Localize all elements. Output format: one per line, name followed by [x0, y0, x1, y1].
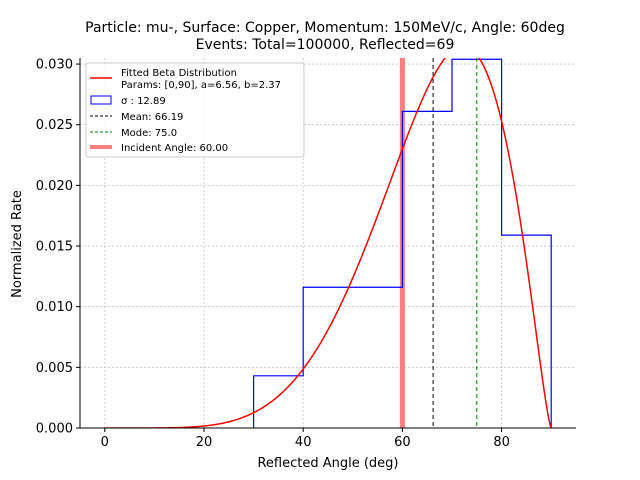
histogram-outline: [253, 58, 552, 428]
legend: Fitted Beta Distribution Params: [0,90],…: [85, 62, 305, 158]
legend-mode-label: Mode: 75.0: [121, 128, 177, 139]
y-tick-label-5: 0.025: [36, 118, 73, 133]
x-tick-label-2: 40: [295, 435, 312, 450]
y-tick-label-3: 0.015: [36, 240, 73, 255]
legend-sigma-label: σ : 12.89: [121, 96, 166, 107]
legend-sigma-swatch: [90, 95, 112, 105]
axes: 0 20 40 60 80 0.000 0.005 0.010 0.015 0.020 0.025 0…: [36, 58, 576, 450]
legend-fit-label: Fitted Beta Distribution: [121, 68, 237, 79]
y-tick-label-1: 0.005: [36, 361, 73, 376]
y-axis-label: Normalized Rate: [10, 190, 25, 298]
y-tick-label-2: 0.010: [36, 300, 73, 315]
x-tick-label-4: 80: [493, 435, 510, 450]
legend-mean-label: Mean: 66.19: [121, 112, 183, 123]
x-axis-label: Reflected Angle (deg): [257, 456, 398, 471]
chart-title-line1: Particle: mu-, Surface: Copper, Momentum…: [85, 20, 565, 36]
chart-title-line2: Events: Total=100000, Reflected=69: [196, 37, 455, 53]
legend-fit-params: Params: [0,90], a=6.56, b=2.37: [121, 80, 281, 91]
x-tick-label-0: 0: [101, 435, 109, 450]
y-tick-label-6: 0.030: [36, 58, 73, 73]
legend-incident-label: Incident Angle: 60.00: [121, 143, 228, 154]
y-tick-label-0: 0.000: [36, 422, 73, 437]
y-tick-label-4: 0.020: [36, 179, 73, 194]
legend-frame: [85, 62, 305, 158]
x-tick-label-1: 20: [196, 435, 213, 450]
x-tick-label-3: 60: [394, 435, 411, 450]
